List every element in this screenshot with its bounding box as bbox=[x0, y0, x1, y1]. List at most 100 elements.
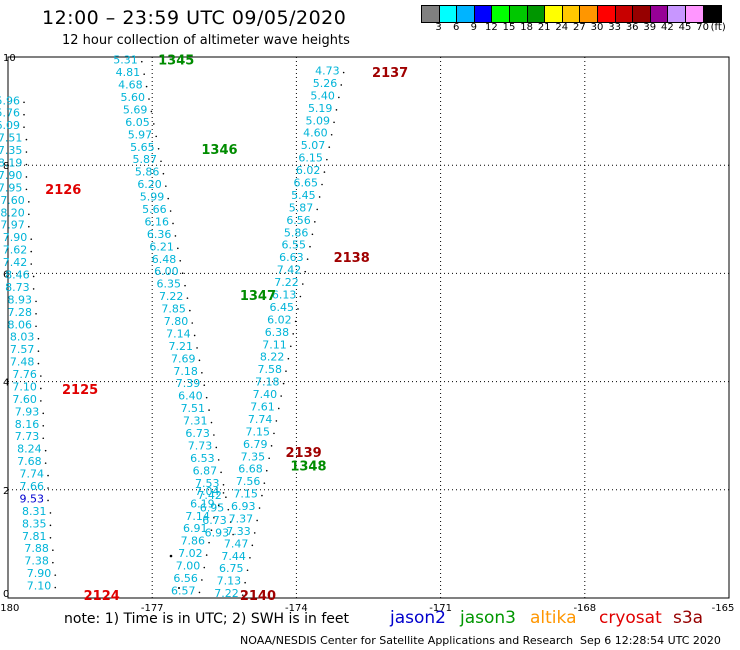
track-dot bbox=[52, 549, 54, 552]
swh-value: 5.86 bbox=[135, 166, 160, 179]
swh-value: 7.88 bbox=[24, 542, 49, 555]
swh-value: 7.10 bbox=[12, 380, 37, 393]
swh-value: 6.87 bbox=[193, 464, 218, 477]
swh-value: 7.47 bbox=[224, 537, 249, 550]
track-dot bbox=[225, 496, 227, 499]
satellite-s3a: s3a bbox=[673, 608, 704, 628]
swh-value: 7.56 bbox=[236, 475, 261, 488]
legend-swatch bbox=[685, 6, 704, 22]
swh-value: 7.81 bbox=[22, 530, 47, 543]
cycle-label: 1347 bbox=[240, 289, 276, 304]
legend-label: 3 bbox=[435, 22, 442, 33]
swh-value: 6.93 bbox=[231, 500, 256, 513]
legend-label: 24 bbox=[555, 22, 569, 33]
swh-value: 6.53 bbox=[190, 452, 215, 465]
track-dot bbox=[191, 322, 194, 324]
legend-label: 18 bbox=[520, 22, 533, 33]
track-dot bbox=[321, 183, 323, 186]
track-dot bbox=[193, 334, 196, 337]
track-dot bbox=[213, 434, 215, 436]
track-dot bbox=[40, 400, 42, 402]
track-dot bbox=[318, 196, 321, 198]
swh-value: 8.73 bbox=[5, 281, 30, 294]
track-dot bbox=[30, 238, 33, 240]
track-dot bbox=[241, 594, 244, 596]
swh-value: 6.16 bbox=[145, 215, 170, 228]
track-dot bbox=[261, 494, 263, 497]
map-frame bbox=[7, 56, 730, 599]
swh-value: 7.44 bbox=[221, 550, 246, 563]
y-tick-label: 6 bbox=[3, 269, 9, 280]
swh-value: 7.62 bbox=[3, 244, 28, 257]
swh-value: 7.15 bbox=[233, 488, 258, 501]
page-title: 12:00 – 23:59 UTC 09/05/2020 bbox=[42, 7, 347, 29]
track-dot bbox=[25, 138, 28, 141]
swh-value: 6.73 bbox=[202, 514, 227, 527]
swh-value: 8.20 bbox=[0, 206, 25, 219]
track-dot bbox=[201, 371, 203, 374]
track-dot bbox=[323, 171, 326, 173]
swh-value: 7.10 bbox=[27, 580, 52, 593]
swh-value: 8.93 bbox=[8, 293, 33, 306]
swh-value: 6.15 bbox=[298, 152, 323, 165]
track-dot bbox=[181, 272, 184, 275]
track-dot bbox=[23, 126, 25, 128]
track-dot bbox=[35, 313, 37, 315]
track-dot bbox=[30, 250, 33, 253]
x-tick-label: -165 bbox=[712, 603, 735, 614]
track-dot bbox=[172, 222, 174, 225]
swh-value: 6.05 bbox=[125, 116, 150, 129]
track-dot bbox=[155, 135, 157, 138]
footer-note: note: 1) Time is in UTC; 2) SWH is in fe… bbox=[64, 611, 350, 627]
track-dot bbox=[342, 71, 345, 74]
swh-value: 7.48 bbox=[10, 356, 35, 369]
y-tick-label: 2 bbox=[3, 486, 9, 497]
track-dot bbox=[44, 462, 47, 464]
legend-label: 6 bbox=[453, 22, 460, 33]
swh-value: 7.18 bbox=[173, 365, 198, 378]
swh-value: 6.93 bbox=[205, 527, 230, 540]
track-dot bbox=[32, 288, 35, 290]
swh-value: 5.26 bbox=[313, 77, 338, 90]
track-dot bbox=[304, 270, 307, 273]
swh-value: 6.00 bbox=[154, 265, 179, 278]
track-dot bbox=[37, 337, 40, 340]
legend-label: 39 bbox=[643, 22, 657, 33]
swh-value: 4.68 bbox=[118, 79, 143, 92]
track-dot bbox=[263, 482, 266, 484]
swh-value: 7.04 bbox=[195, 485, 220, 498]
swh-value: 7.18 bbox=[255, 376, 280, 389]
legend-swatch bbox=[562, 6, 581, 22]
track-dot bbox=[282, 382, 285, 385]
legend-swatch bbox=[668, 6, 686, 22]
track-dot bbox=[280, 395, 282, 397]
track-dot bbox=[162, 172, 165, 175]
track-dot bbox=[326, 158, 328, 161]
swh-value: 7.33 bbox=[226, 525, 251, 538]
swh-value: 5.60 bbox=[120, 91, 145, 104]
track-dot bbox=[186, 297, 189, 299]
track-dot bbox=[47, 487, 49, 489]
swh-value: 7.51 bbox=[0, 132, 22, 145]
swh-value: 5.31 bbox=[113, 54, 138, 67]
swh-value: 6.79 bbox=[243, 438, 268, 451]
swh-value: 6.40 bbox=[178, 390, 203, 403]
satellite-altika: altika bbox=[530, 608, 577, 628]
swh-value: 7.42 bbox=[3, 256, 28, 269]
track-dot bbox=[299, 295, 302, 298]
x-tick-label: -180 bbox=[0, 603, 19, 614]
swh-value: 5.40 bbox=[310, 89, 335, 102]
swh-value: 7.53 bbox=[195, 477, 220, 490]
swh-value: 6.91 bbox=[183, 522, 208, 535]
swh-value: 7.22 bbox=[159, 290, 184, 303]
track-dot bbox=[222, 483, 225, 486]
swh-value: 7.58 bbox=[257, 363, 282, 376]
track-dot bbox=[289, 345, 292, 348]
swh-value: 5.87 bbox=[133, 153, 158, 166]
track-dot bbox=[203, 384, 206, 387]
track-dot bbox=[328, 146, 331, 148]
cycle-label: 1346 bbox=[201, 143, 237, 158]
swh-value: 7.97 bbox=[0, 219, 25, 232]
cycle-label: 2138 bbox=[334, 251, 370, 266]
swh-value: 7.35 bbox=[241, 450, 266, 463]
